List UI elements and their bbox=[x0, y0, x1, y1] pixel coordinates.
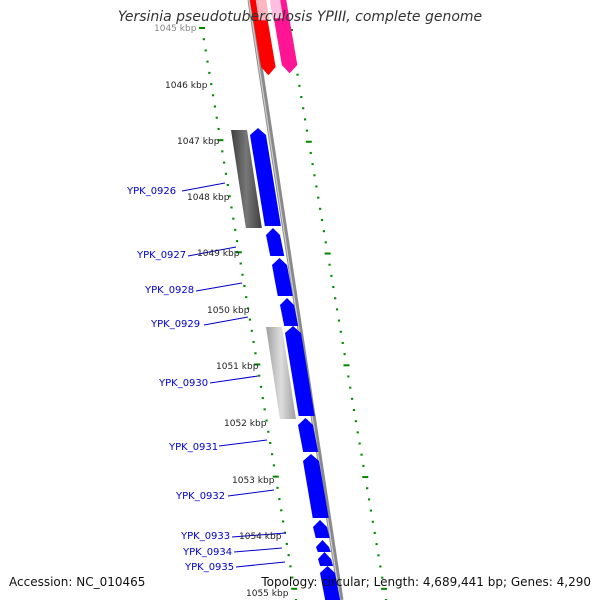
gene-label-leaders bbox=[181, 182, 287, 568]
gene-label[interactable]: YPK_0935 bbox=[184, 562, 234, 573]
tick-label: 1055 kbp bbox=[246, 589, 289, 599]
gene-label[interactable]: YPK_0931 bbox=[168, 442, 218, 453]
gene-leader-line bbox=[203, 316, 249, 326]
gene-arrow-YPK_0931 bbox=[298, 418, 319, 452]
gene-leader-line bbox=[233, 547, 283, 553]
tick-label: 1047 kbp bbox=[177, 137, 220, 147]
gene-leader-line bbox=[209, 375, 259, 384]
genome-stats: Topology: circular; Length: 4,689,441 bp… bbox=[261, 575, 591, 589]
gene-arrow-YPK_0935 bbox=[318, 552, 334, 566]
tick-label: 1046 kbp bbox=[165, 81, 208, 91]
gene-label[interactable]: YPK_0926 bbox=[126, 186, 176, 197]
gene-arrow-YPK_0927 bbox=[266, 228, 285, 256]
gene-label[interactable]: YPK_0930 bbox=[158, 378, 208, 389]
gene-label[interactable]: YPK_0932 bbox=[175, 491, 225, 502]
genes-value: 4,290 bbox=[556, 575, 591, 589]
gene-arrow-next bbox=[320, 566, 341, 600]
gene-arrow-YPK_0933 bbox=[313, 520, 330, 538]
gene-leader-line bbox=[227, 489, 275, 497]
red-feature bbox=[249, 0, 276, 76]
accession-label: Accession: bbox=[9, 575, 73, 589]
gene-arrow-YPK_0929 bbox=[280, 298, 299, 326]
gene-label[interactable]: YPK_0927 bbox=[136, 250, 186, 261]
tick-label: 1054 kbp bbox=[239, 532, 282, 542]
gene-label[interactable]: YPK_0929 bbox=[150, 319, 200, 330]
tick-label: 1053 kbp bbox=[232, 476, 275, 486]
tick-label: 1045 kbp bbox=[154, 24, 197, 34]
gene-leader-line bbox=[218, 439, 268, 447]
tick-labels: 1045 kbp 1046 kbp 1047 kbp 1048 kbp 1049 kbp… bbox=[154, 24, 289, 599]
tick-label: 1051 kbp bbox=[216, 362, 259, 372]
light-pink-feature bbox=[255, 0, 270, 21]
gene-label[interactable]: YPK_0934 bbox=[182, 547, 232, 558]
gene-leader-line bbox=[235, 561, 286, 568]
tick-label: 1052 kbp bbox=[224, 419, 267, 429]
gene-leader-line bbox=[195, 282, 243, 292]
light-gray-feature bbox=[266, 327, 296, 419]
gene-leader-line bbox=[187, 246, 237, 257]
gene-arrow-YPK_0928 bbox=[272, 258, 293, 296]
accession-info: Accession: NC_010465 bbox=[9, 575, 145, 589]
gene-labels: YPK_0926 YPK_0927 YPK_0928 YPK_0929 YPK_0930… bbox=[126, 186, 234, 573]
length-label: Length: bbox=[373, 575, 420, 589]
gene-label[interactable]: YPK_0933 bbox=[180, 531, 230, 542]
gene-arrow-YPK_0932 bbox=[303, 454, 329, 518]
gene-leader-line bbox=[181, 182, 226, 192]
genes-label: Genes: bbox=[510, 575, 553, 589]
gene-arrow-YPK_0934 bbox=[316, 540, 331, 552]
gene-arrow-YPK_0930 bbox=[285, 326, 315, 416]
light-pink-feature-2 bbox=[269, 0, 284, 19]
gene-label[interactable]: YPK_0928 bbox=[144, 285, 194, 296]
gene-leader-line bbox=[231, 532, 287, 538]
accession-value: NC_010465 bbox=[76, 575, 146, 589]
tick-dot-tracks bbox=[199, 27, 388, 600]
gene-arrow-YPK_0926 bbox=[250, 128, 281, 226]
map-title: Yersinia pseudotuberculosis YPIII, compl… bbox=[117, 9, 483, 25]
tick-label: 1049 kbp bbox=[197, 249, 240, 259]
backbone-line bbox=[247, 0, 344, 600]
length-value: 4,689,441 bp bbox=[422, 575, 503, 589]
feature-track bbox=[231, 0, 341, 600]
dark-gray-feature bbox=[231, 130, 262, 228]
topology-value: circular bbox=[321, 575, 366, 589]
tick-label: 1048 kbp bbox=[187, 193, 230, 203]
tick-label: 1050 kbp bbox=[207, 306, 250, 316]
topology-label: Topology: bbox=[261, 575, 318, 589]
